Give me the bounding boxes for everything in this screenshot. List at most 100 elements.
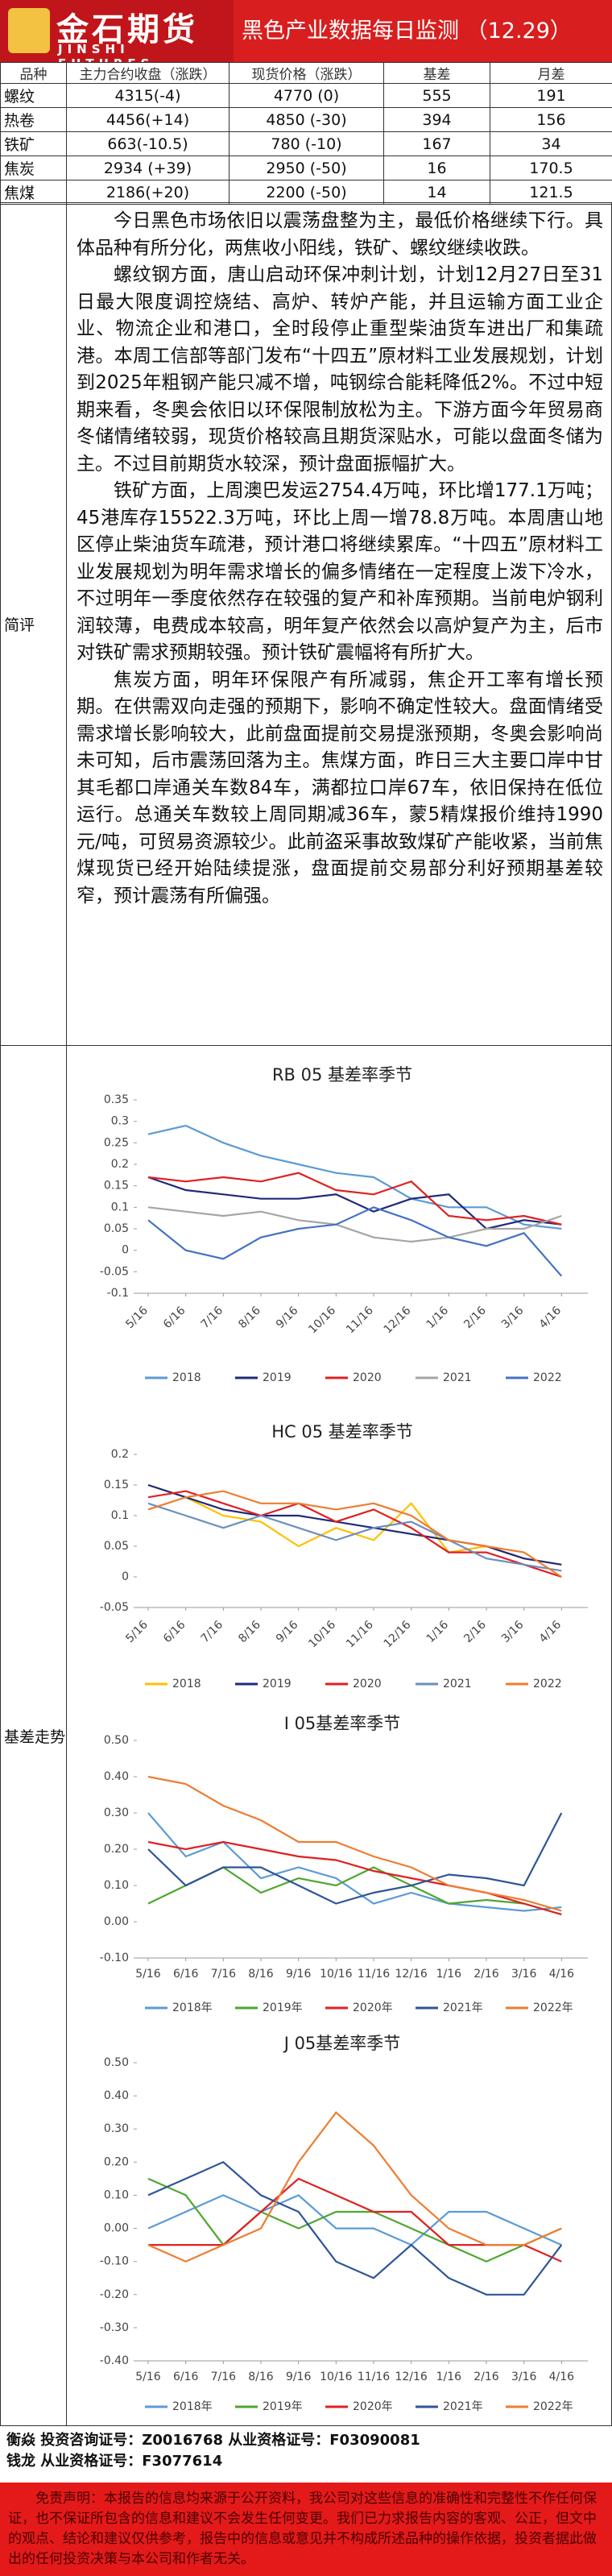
y-tick-label: 0.00 [104, 1915, 129, 1928]
y-tick-label: 0.40 [104, 1770, 129, 1783]
paragraph: 焦炭方面，明年环保限产有所减弱，焦企开工率有增长预期。在供需双向走强的预期下，影… [76, 669, 603, 906]
legend-label: 2021年 [443, 2400, 483, 2413]
header-row: 品种 主力合约收盘（涨跌） 现货价格（涨跌） 基差 月差 [0, 62, 612, 84]
chart: RB 05 基差率季节 0.35 0.3 0.25 0.2 0.15 0.1 0.05 0 -0.… [100, 1065, 588, 1384]
value-cell: 16 [383, 156, 490, 180]
legend-label: 2021年 [443, 2001, 483, 2014]
analyst: 衡焱 投资咨询证号：Z0016768 从业资格证号：F03090081 [6, 2432, 420, 2449]
y-tick-label: 0.05 [104, 1540, 129, 1553]
x-tick-label: 7/16 [199, 1304, 226, 1331]
value-cell: 4770 (0) [229, 83, 384, 108]
x-tick-label: 11/16 [358, 1968, 390, 1981]
x-tick-label: 2/16 [473, 2371, 499, 2383]
series-line [147, 2177, 562, 2263]
x-tick-label: 10/16 [306, 1618, 338, 1650]
x-tick-label: 6/16 [161, 1618, 188, 1645]
x-tick-label: 1/16 [424, 1618, 452, 1645]
x-tick-label: 2/16 [473, 1968, 499, 1981]
legend-label: 2018 [172, 1678, 201, 1690]
commentary-text: 今日黑色市场依旧以震荡盘整为主，最低价格继续下行。具体品种有所分化，两焦收小阳线… [66, 202, 612, 1046]
series-line [147, 1490, 562, 1578]
y-tick-label: 0.3 [111, 1115, 129, 1128]
name-cell: 焦煤 [0, 180, 67, 205]
value-cell: 2934 (+39) [66, 156, 229, 180]
x-tick-label: 7/16 [211, 2371, 237, 2383]
chart: I 05基差率季节 0.50 0.40 0.30 0.20 0.10 0.00 -0.10 5/… [100, 1714, 588, 2014]
y-tick-label: 0.20 [104, 1843, 129, 1856]
series-line [147, 2161, 563, 2296]
x-tick-label: 4/16 [549, 1968, 575, 1981]
x-tick-label: 5/16 [135, 1968, 161, 1981]
y-tick-label: 0.15 [104, 1479, 129, 1491]
series-line [147, 1483, 562, 1566]
legend-label: 2021 [443, 1678, 472, 1690]
y-tick-label: -0.05 [100, 1265, 129, 1278]
series-line [147, 1172, 562, 1226]
row: 铁矿 663(-10.5) 780 (-10) 167 34 [0, 131, 612, 156]
charts-label: 基差走势 [0, 1045, 67, 2426]
value-cell: 4850 (-30) [229, 107, 384, 132]
legend-label: 2019年 [263, 2400, 303, 2413]
series-line [147, 1490, 562, 1578]
x-tick-label: 9/16 [286, 1968, 312, 1981]
header: 金石期货 JINSHI FUTURES 黑色产业数据每日监测 （12.29） [0, 0, 612, 71]
x-tick-label: 3/16 [511, 1968, 537, 1981]
x-tick-label: 2/16 [461, 1618, 489, 1645]
value-cell: 121.5 [490, 180, 612, 205]
row: 焦炭 2934 (+39) 2950 (-50) 16 170.5 [0, 156, 612, 180]
header-cell: 主力合约收盘（涨跌） [66, 62, 229, 84]
x-tick-label: 8/16 [236, 1618, 263, 1645]
y-tick-label: 0.00 [104, 2222, 129, 2235]
x-tick-label: 7/16 [199, 1618, 226, 1645]
value-cell: 394 [383, 107, 490, 132]
name-cell: 螺纹 [0, 83, 67, 108]
legend-label: 2020年 [353, 2001, 393, 2014]
y-tick-label: -0.05 [100, 1601, 129, 1614]
value-cell: 156 [490, 107, 612, 132]
y-tick-label: 0.50 [104, 1734, 129, 1747]
chart: J 05基差率季节 0.50 0.40 0.30 0.20 0.10 0.00 -0.10 -0… [100, 2034, 588, 2413]
value-cell: 555 [383, 83, 490, 108]
row: 焦煤 2186(+20) 2200 (-50) 14 121.5 [0, 180, 612, 205]
series-line [147, 1176, 562, 1230]
series-line [147, 2194, 562, 2246]
disclaimer: 免责声明：本报告的信息均来源于公开资料，我公司对这些信息的准确性和完整性不作任何… [0, 2483, 612, 2576]
legend-label: 2020 [353, 1371, 382, 1384]
title: 黑色产业数据每日监测 （12.29） [242, 19, 572, 44]
x-tick-label: 5/16 [123, 1304, 151, 1331]
value-cell: 167 [383, 131, 490, 156]
y-tick-label: 0.20 [104, 2155, 129, 2168]
x-tick-label: 10/16 [306, 1304, 338, 1336]
series-line [147, 1812, 562, 1912]
header-cell: 基差 [383, 62, 490, 84]
x-tick-label: 1/16 [424, 1304, 452, 1331]
value-cell: 2950 (-50) [229, 156, 384, 180]
name-cell: 铁矿 [0, 131, 67, 156]
y-tick-label: 0.2 [111, 1448, 129, 1461]
y-tick-label: 0.1 [111, 1201, 129, 1213]
legend-label: 2018年 [172, 2001, 213, 2014]
chart-title: I 05基差率季节 [284, 1714, 401, 1733]
x-tick-label: 4/16 [537, 1304, 564, 1331]
series-line [147, 1812, 563, 1905]
price-table: 品种 主力合约收盘（涨跌） 现货价格（涨跌） 基差 月差 螺纹 4315(-4) 4770 (… [0, 62, 612, 205]
x-tick-label: 2/16 [461, 1304, 489, 1331]
y-tick-label: -0.20 [100, 2288, 129, 2301]
chart: HC 05 基差率季节 0.2 0.15 0.1 0.05 0 -0.05 5/16 6/16 7… [100, 1422, 588, 1690]
header-cell: 现货价格（涨跌） [229, 62, 384, 84]
commentary-label: 简评 [0, 202, 67, 1046]
value-cell: 2200 (-50) [229, 180, 384, 205]
x-tick-label: 12/16 [395, 1968, 427, 1981]
x-tick-label: 10/16 [320, 1968, 352, 1981]
y-tick-label: 0.50 [104, 2056, 129, 2069]
header-cell: 月差 [490, 62, 612, 84]
x-tick-label: 8/16 [236, 1304, 263, 1331]
x-tick-label: 1/16 [436, 2371, 462, 2383]
y-tick-label: 0.1 [111, 1509, 129, 1522]
legend-label: 2019 [263, 1678, 292, 1690]
logo: 金石期货 JINSHI FUTURES [0, 0, 234, 71]
y-tick-label: 0.10 [104, 1879, 129, 1892]
logo-mark [8, 8, 50, 53]
value-cell: 4315(-4) [66, 83, 229, 108]
x-tick-label: 6/16 [161, 1304, 188, 1331]
